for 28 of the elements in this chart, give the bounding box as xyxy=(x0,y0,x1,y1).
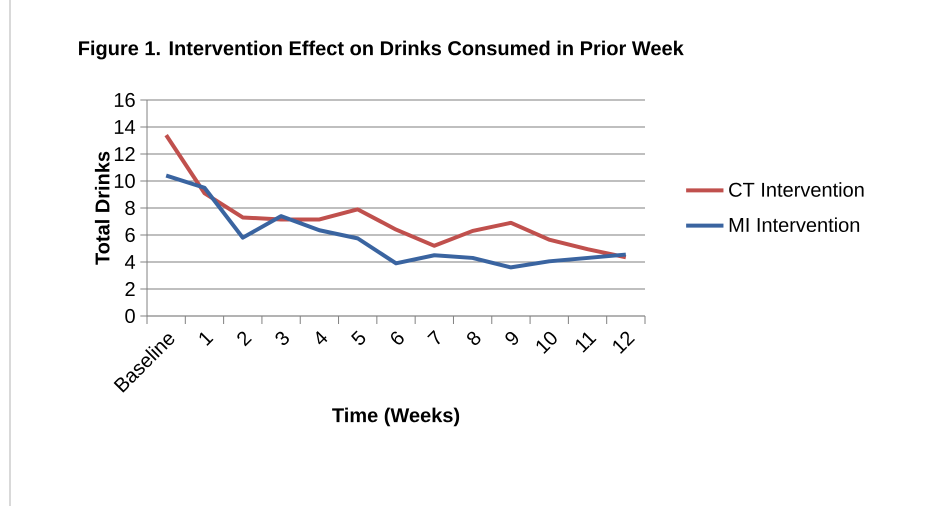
y-tick-label: 10 xyxy=(114,174,135,188)
y-tick-label: 4 xyxy=(124,255,136,269)
x-axis-title: Time (Weeks) xyxy=(332,408,460,426)
x-tick-label: 12 xyxy=(613,332,636,354)
x-tick-label: 6 xyxy=(391,332,404,344)
x-tick-label: 2 xyxy=(237,332,252,346)
y-axis-title: Total Drinks xyxy=(94,152,110,265)
x-tick-label: 11 xyxy=(576,332,597,353)
y-tick-label: 2 xyxy=(126,282,135,296)
legend-label: CT Intervention xyxy=(729,182,864,197)
legend-label: MI Intervention xyxy=(730,217,860,232)
y-tick-label: 6 xyxy=(126,228,135,242)
line-series xyxy=(164,174,628,270)
y-tick-label: 14 xyxy=(114,120,136,134)
chart-title: Figure 1. Intervention Effect on Drinks Consumed in Prior Week xyxy=(79,40,684,60)
x-tick-label: 10 xyxy=(536,332,557,354)
y-tick-label: 12 xyxy=(114,147,135,161)
line-series xyxy=(164,133,628,260)
x-tick-label: 5 xyxy=(351,330,366,345)
y-tick-label: 16 xyxy=(114,92,135,108)
y-tick-label: 8 xyxy=(125,200,135,216)
x-tick-label: 8 xyxy=(467,332,480,345)
x-tick-label: 7 xyxy=(427,330,440,344)
x-tick-label: 4 xyxy=(316,331,328,344)
x-tick-label: 3 xyxy=(276,332,289,345)
x-tick-label: 1 xyxy=(200,332,214,346)
y-tick-label: 0 xyxy=(125,308,135,324)
x-tick-label: 9 xyxy=(505,332,518,345)
